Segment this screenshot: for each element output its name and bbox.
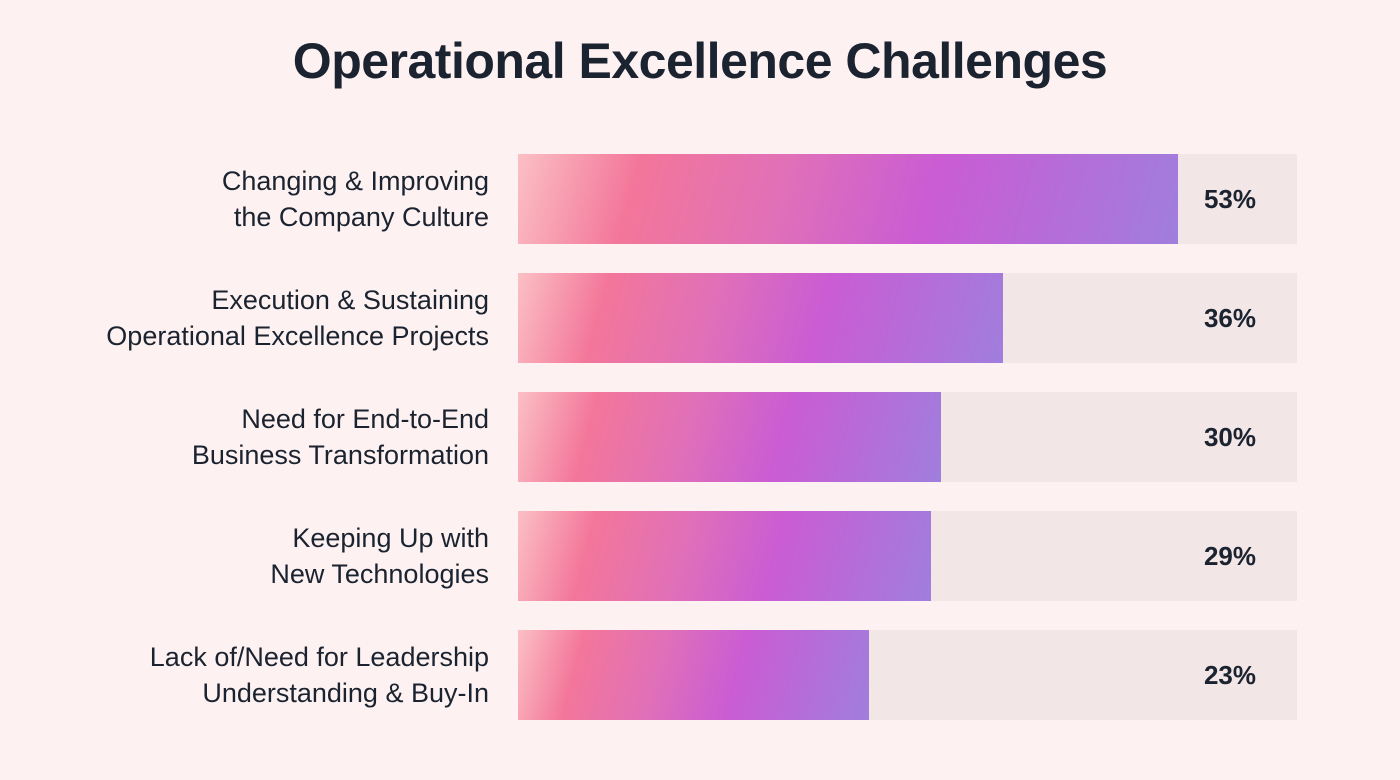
category-label: Execution & Sustaining Operational Excell… <box>106 273 489 363</box>
category-label-line: the Company Culture <box>233 202 489 232</box>
category-label: Lack of/Need for Leadership Understanding… <box>150 630 489 720</box>
bar-row: Execution & Sustaining Operational Excell… <box>0 273 1400 363</box>
category-label-line: Execution & Sustaining <box>211 285 489 315</box>
value-label: 53% <box>1203 184 1257 214</box>
category-label-line: Keeping Up with <box>292 523 489 553</box>
bar-track <box>518 630 1297 720</box>
bar-track <box>518 154 1297 244</box>
bar <box>518 392 941 482</box>
category-label-line: Operational Excellence Projects <box>106 321 489 351</box>
bar <box>518 273 1003 363</box>
value-label: 36% <box>1203 303 1257 333</box>
category-label-line: Need for End-to-End <box>241 404 489 434</box>
bar-track <box>518 392 1297 482</box>
bar <box>518 154 1178 244</box>
bar-row: Need for End-to-End Business Transformati… <box>0 392 1400 482</box>
category-label-line: Understanding & Buy-In <box>202 678 489 708</box>
category-label-line: New Technologies <box>270 559 489 589</box>
category-label: Keeping Up with New Technologies <box>270 511 489 601</box>
chart-title: Operational Excellence Challenges <box>292 33 1108 89</box>
category-label-line: Lack of/Need for Leadership <box>149 642 489 672</box>
category-label: Changing & Improving the Company Culture <box>222 154 489 244</box>
bar-track <box>518 511 1297 601</box>
value-label: 30% <box>1203 422 1257 452</box>
bar-row: Changing & Improving the Company Culture 5… <box>0 154 1400 244</box>
bar-row: Lack of/Need for Leadership Understanding… <box>0 630 1400 720</box>
category-label: Need for End-to-End Business Transformati… <box>192 392 489 482</box>
category-label-line: Business Transformation <box>191 440 489 470</box>
bar <box>518 630 869 720</box>
value-label: 29% <box>1203 541 1257 571</box>
bar-track <box>518 273 1297 363</box>
category-label-line: Changing & Improving <box>221 166 489 196</box>
value-label: 23% <box>1203 660 1257 690</box>
bar <box>518 511 931 601</box>
bar-row: Keeping Up with New Technologies 29% <box>0 511 1400 601</box>
